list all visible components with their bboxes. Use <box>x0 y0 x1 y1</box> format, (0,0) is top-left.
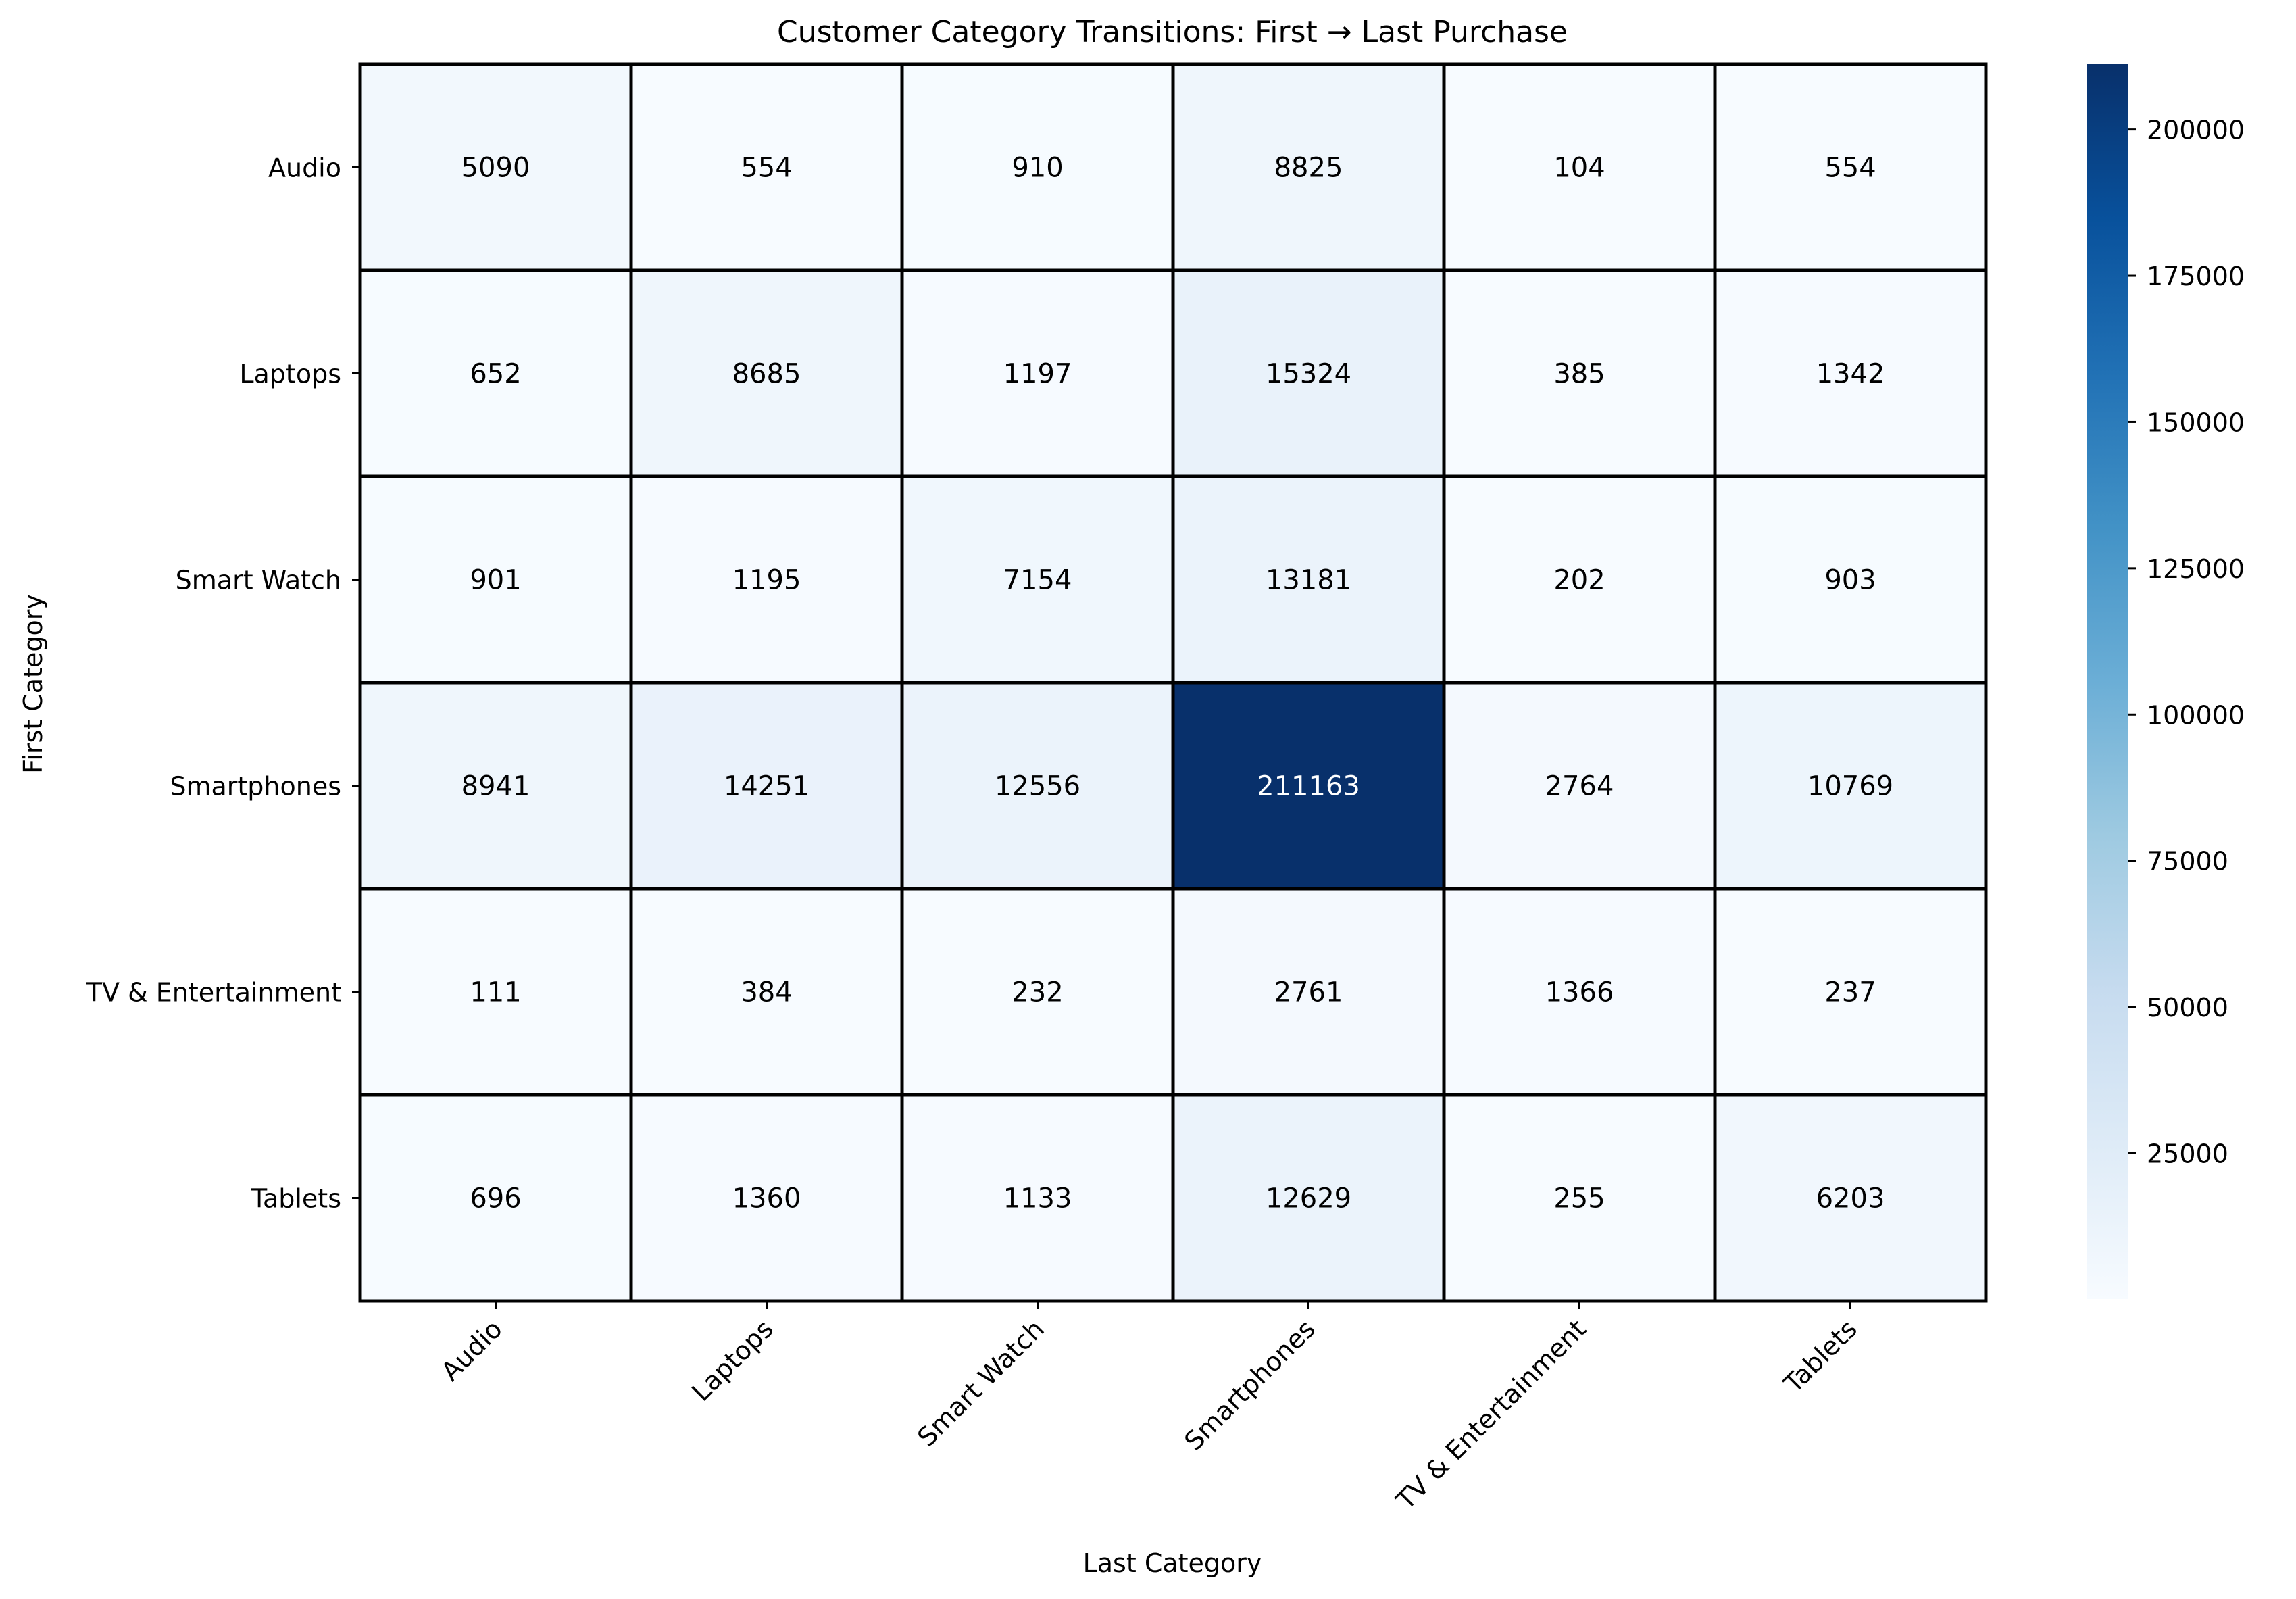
cell-value-label: 8941 <box>461 771 530 802</box>
x-axis-label: Last Category <box>1083 1548 1262 1578</box>
cell-value-label: 13181 <box>1266 565 1351 596</box>
colorbar-tick-label: 100000 <box>2147 700 2245 730</box>
heatmap-cell <box>1442 1093 1717 1303</box>
cell-value-label: 12556 <box>995 771 1080 802</box>
colorbar-tick-label: 50000 <box>2147 993 2228 1023</box>
chart-title: Customer Category Transitions: First → L… <box>777 15 1568 49</box>
x-tick-label: Smartphones <box>1178 1314 1320 1456</box>
cell-value-label: 8685 <box>732 359 801 390</box>
colorbar-tick-label: 175000 <box>2147 262 2245 291</box>
y-tick-label: Smart Watch <box>176 566 341 595</box>
cell-value-label: 5090 <box>461 153 530 184</box>
heatmap-cell-labels: 5090 554 910 8825 104 554 652 8685 1197 15324 385 1… <box>461 153 1894 1214</box>
cell-value-label: 1195 <box>732 565 801 596</box>
heatmap-cell <box>629 474 904 685</box>
heatmap-cell <box>1171 62 1446 272</box>
heatmap-cell <box>358 1093 633 1303</box>
heatmap-cell <box>900 681 1175 891</box>
cell-value-label: 1342 <box>1816 359 1885 390</box>
cell-value-label: 255 <box>1553 1183 1605 1214</box>
heatmap-cell <box>358 62 633 272</box>
cell-value-label: 385 <box>1553 359 1605 390</box>
x-tick-label: Tablets <box>1778 1314 1863 1399</box>
heatmap-cell <box>900 887 1175 1097</box>
heatmap-cell <box>1171 681 1446 891</box>
cell-value-label: 903 <box>1824 565 1876 596</box>
heatmap-cell <box>1442 681 1717 891</box>
colorbar-tick-label: 200000 <box>2147 116 2245 145</box>
colorbar-tick-label: 75000 <box>2147 847 2228 877</box>
colorbar-tick-label: 150000 <box>2147 408 2245 437</box>
heatmap-cell <box>1442 474 1717 685</box>
x-tick-label: Laptops <box>686 1314 779 1407</box>
cell-value-label: 1360 <box>732 1183 801 1214</box>
y-axis-label: First Category <box>18 594 48 774</box>
cell-value-label: 554 <box>741 153 792 184</box>
heatmap-cell <box>629 268 904 478</box>
x-tick-label: Audio <box>435 1314 507 1386</box>
cell-value-label: 104 <box>1553 153 1605 184</box>
cell-value-label: 2761 <box>1274 977 1343 1008</box>
cell-value-label: 12629 <box>1266 1183 1351 1214</box>
cell-value-label: 652 <box>470 359 521 390</box>
y-tick-label: TV & Entertainment <box>86 978 341 1008</box>
heatmap-cell <box>629 681 904 891</box>
x-tick-label: Smart Watch <box>912 1314 1050 1452</box>
cell-value-label: 211163 <box>1257 771 1360 802</box>
cell-value-label: 1366 <box>1545 977 1614 1008</box>
cell-value-label: 237 <box>1824 977 1876 1008</box>
colorbar <box>2087 64 2128 1299</box>
cell-value-label: 15324 <box>1266 359 1351 390</box>
heatmap-cell <box>1171 268 1446 478</box>
cell-value-label: 7154 <box>1003 565 1072 596</box>
cell-value-label: 696 <box>470 1183 521 1214</box>
heatmap-cell <box>1171 887 1446 1097</box>
heatmap-cell <box>1713 681 1988 891</box>
x-tick-label: TV & Entertainment <box>1390 1314 1592 1516</box>
heatmap-cell <box>629 62 904 272</box>
y-axis-ticks: Audio Laptops Smart Watch Smartphones TV & E… <box>86 153 360 1214</box>
y-tick-label: Smartphones <box>170 772 341 802</box>
heatmap-cell <box>1442 887 1717 1097</box>
cell-value-label: 6203 <box>1816 1183 1885 1214</box>
colorbar-tick-label: 125000 <box>2147 554 2245 584</box>
heatmap-cell <box>1713 268 1988 478</box>
colorbar-tick-label: 25000 <box>2147 1139 2228 1168</box>
cell-value-label: 10769 <box>1807 771 1893 802</box>
heatmap-cell <box>358 887 633 1097</box>
cell-value-label: 1197 <box>1003 359 1072 390</box>
cell-value-label: 554 <box>1824 153 1876 184</box>
heatmap-cell <box>1713 1093 1988 1303</box>
y-tick-label: Audio <box>268 153 341 183</box>
heatmap-cell <box>1713 474 1988 685</box>
heatmap-cell <box>1713 62 1988 272</box>
cell-value-label: 111 <box>470 977 521 1008</box>
y-tick-label: Tablets <box>251 1184 341 1214</box>
cell-value-label: 384 <box>741 977 792 1008</box>
cell-value-label: 901 <box>470 565 521 596</box>
heatmap-cells <box>358 62 1988 1303</box>
x-axis-ticks: Audio Laptops Smart Watch Smartphones TV & E… <box>435 1301 1863 1516</box>
cell-value-label: 2764 <box>1545 771 1614 802</box>
cell-value-label: 202 <box>1553 565 1605 596</box>
heatmap-cell <box>1713 887 1988 1097</box>
heatmap-cell <box>358 681 633 891</box>
y-tick-label: Laptops <box>239 360 341 389</box>
cell-value-label: 14251 <box>724 771 809 802</box>
cell-value-label: 1133 <box>1003 1183 1072 1214</box>
cell-value-label: 910 <box>1012 153 1063 184</box>
heatmap-cell <box>900 62 1175 272</box>
colorbar-ticks: 25000 50000 75000 100000 125000 150000 175000 2… <box>2128 116 2245 1168</box>
heatmap-cell <box>1171 474 1446 685</box>
cell-value-label: 8825 <box>1274 153 1343 184</box>
cell-value-label: 232 <box>1012 977 1063 1008</box>
